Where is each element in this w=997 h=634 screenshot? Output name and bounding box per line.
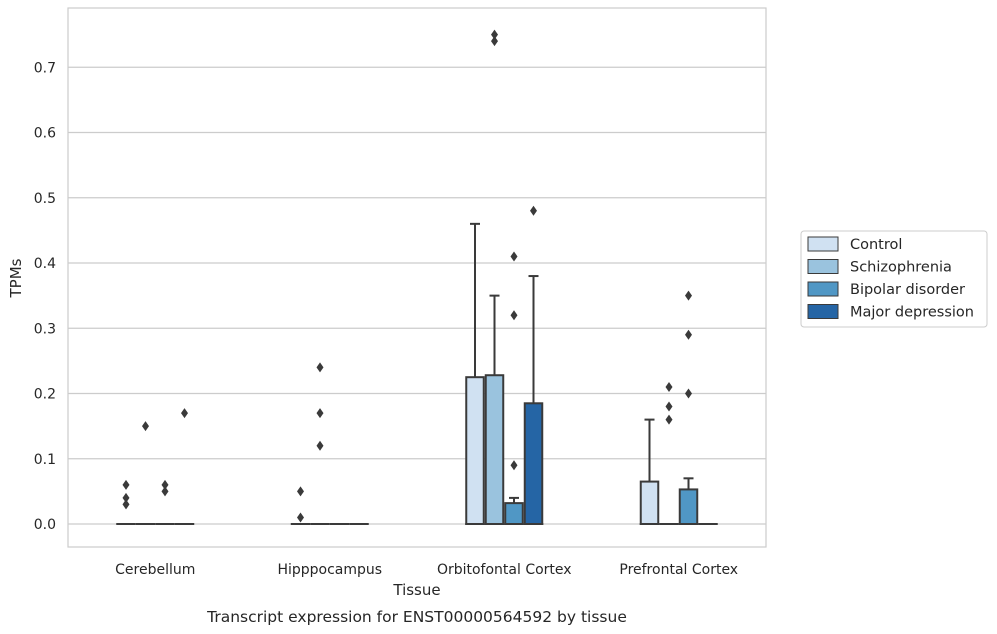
gridlines: [68, 66, 766, 525]
outlier-point: [685, 388, 692, 399]
outlier-point: [510, 460, 518, 471]
legend-label: Schizophrenia: [850, 260, 952, 276]
outlier-point: [316, 408, 324, 419]
outlier-point: [665, 381, 673, 392]
y-tick-label: 0.4: [34, 256, 56, 272]
box: [290, 486, 311, 525]
legend-item: Control: [807, 236, 902, 253]
x-tick-label: Hipppocampus: [277, 562, 382, 578]
outlier-point: [122, 479, 130, 490]
outlier-point: [181, 408, 188, 419]
box: [155, 479, 175, 525]
x-axis-title: Tissue: [392, 581, 440, 599]
outlier-point: [161, 486, 169, 497]
box: [504, 251, 524, 525]
outlier-point: [297, 486, 304, 497]
x-tick-label: Orbitofontal Cortex: [437, 562, 572, 578]
outlier-point: [530, 205, 537, 216]
legend-item: Major depression: [807, 304, 974, 321]
outlier-point: [510, 251, 518, 262]
outlier-point: [685, 290, 692, 301]
legend-swatch: [807, 304, 839, 319]
y-tick-label: 0.6: [34, 126, 56, 142]
plot-area-frame: [67, 7, 767, 548]
legend-label: Bipolar disorder: [850, 282, 965, 298]
series-bipolar-disorder: [155, 251, 699, 526]
legend-item: Bipolar disorder: [807, 281, 965, 298]
y-tick-label: 0.3: [34, 321, 56, 337]
y-tick-label: 0.2: [34, 387, 56, 403]
outlier-point: [122, 499, 130, 510]
outlier-point: [316, 362, 324, 373]
chart-caption: Transcript expression for ENST0000056459…: [206, 608, 627, 626]
box: [310, 362, 330, 525]
outlier-point: [316, 440, 324, 451]
outlier-point: [122, 492, 130, 503]
box: [523, 205, 544, 526]
outlier-point: [665, 401, 673, 412]
boxes: [116, 29, 718, 526]
box: [678, 290, 699, 526]
y-tick-label: 0.5: [34, 191, 56, 207]
legend-item: Schizophrenia: [807, 259, 952, 276]
box: [465, 222, 485, 525]
series-major-depression: [174, 205, 718, 526]
x-tick-label: Prefrontal Cortex: [619, 562, 738, 578]
outlier-point: [665, 414, 673, 425]
x-tick-labels: Cerebellum Hipppocampus Orbitofontal Corte…: [115, 562, 738, 578]
box-body: [484, 374, 505, 526]
box: [659, 381, 679, 525]
outlier-point: [510, 310, 518, 321]
y-tick-label: 0.7: [34, 60, 56, 76]
box-body: [678, 488, 699, 526]
legend: Control Schizophrenia Bipolar disorder Majo…: [800, 230, 988, 328]
outlier-point: [142, 421, 149, 432]
series-schizophrenia: [135, 29, 679, 526]
box: [484, 29, 505, 526]
box: [135, 421, 156, 525]
outlier-point: [685, 329, 692, 340]
y-tick-label: 0.0: [34, 517, 56, 533]
legend-swatch: [807, 281, 839, 297]
legend-swatch: [807, 259, 839, 274]
box: [174, 408, 195, 525]
x-tick-label: Cerebellum: [115, 562, 195, 578]
box-body: [504, 502, 524, 525]
legend-label: Major depression: [850, 305, 974, 321]
legend-frame: [800, 230, 988, 328]
y-tick-labels: 0.0 0.1 0.2 0.3 0.4 0.5 0.6 0.7: [34, 60, 56, 533]
box-body: [523, 402, 544, 526]
legend-swatch: [807, 236, 839, 252]
outlier-point: [297, 512, 304, 523]
y-axis-title: TPMs: [7, 258, 25, 298]
box-body: [639, 480, 660, 525]
outlier-point: [161, 479, 169, 490]
box: [639, 418, 660, 525]
legend-label: Control: [850, 237, 902, 253]
outlier-point: [491, 29, 498, 40]
y-tick-label: 0.1: [34, 452, 56, 468]
box: [116, 479, 136, 525]
series-control: [116, 222, 660, 525]
outlier-point: [491, 36, 498, 47]
box-body: [465, 376, 485, 525]
